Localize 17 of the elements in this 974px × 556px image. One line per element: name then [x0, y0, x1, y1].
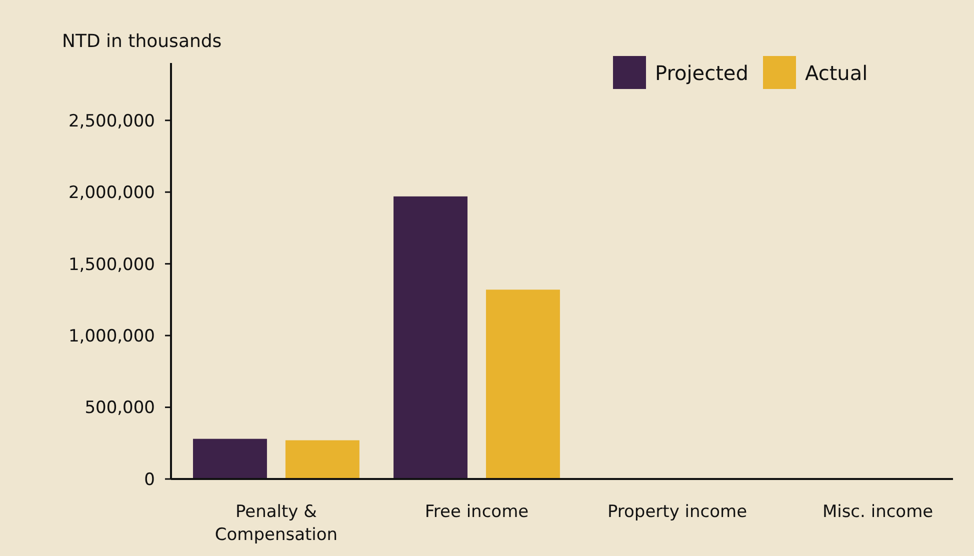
bar	[394, 196, 468, 479]
legend-label: Projected	[655, 61, 748, 85]
x-tick-label: Penalty & Compensation	[214, 502, 338, 545]
x-tick-label: Free income	[424, 502, 529, 522]
y-tick-label: 1,000,000	[68, 326, 155, 346]
legend-label: Actual	[805, 61, 868, 85]
bar	[285, 440, 360, 479]
y-tick-label: 2,500,000	[68, 111, 155, 132]
y-tick-label: 500,000	[84, 398, 155, 418]
y-tick-label: 1,500,000	[68, 254, 155, 275]
y-tick-label: 2,000,000	[68, 183, 155, 204]
x-tick-label: Misc. income	[822, 502, 934, 522]
bar	[193, 438, 267, 479]
y-axis-title: NTD in thousands	[62, 31, 222, 52]
bar	[486, 290, 560, 479]
x-tick-label: Property income	[607, 502, 748, 522]
y-tick-label: 0	[144, 470, 155, 490]
